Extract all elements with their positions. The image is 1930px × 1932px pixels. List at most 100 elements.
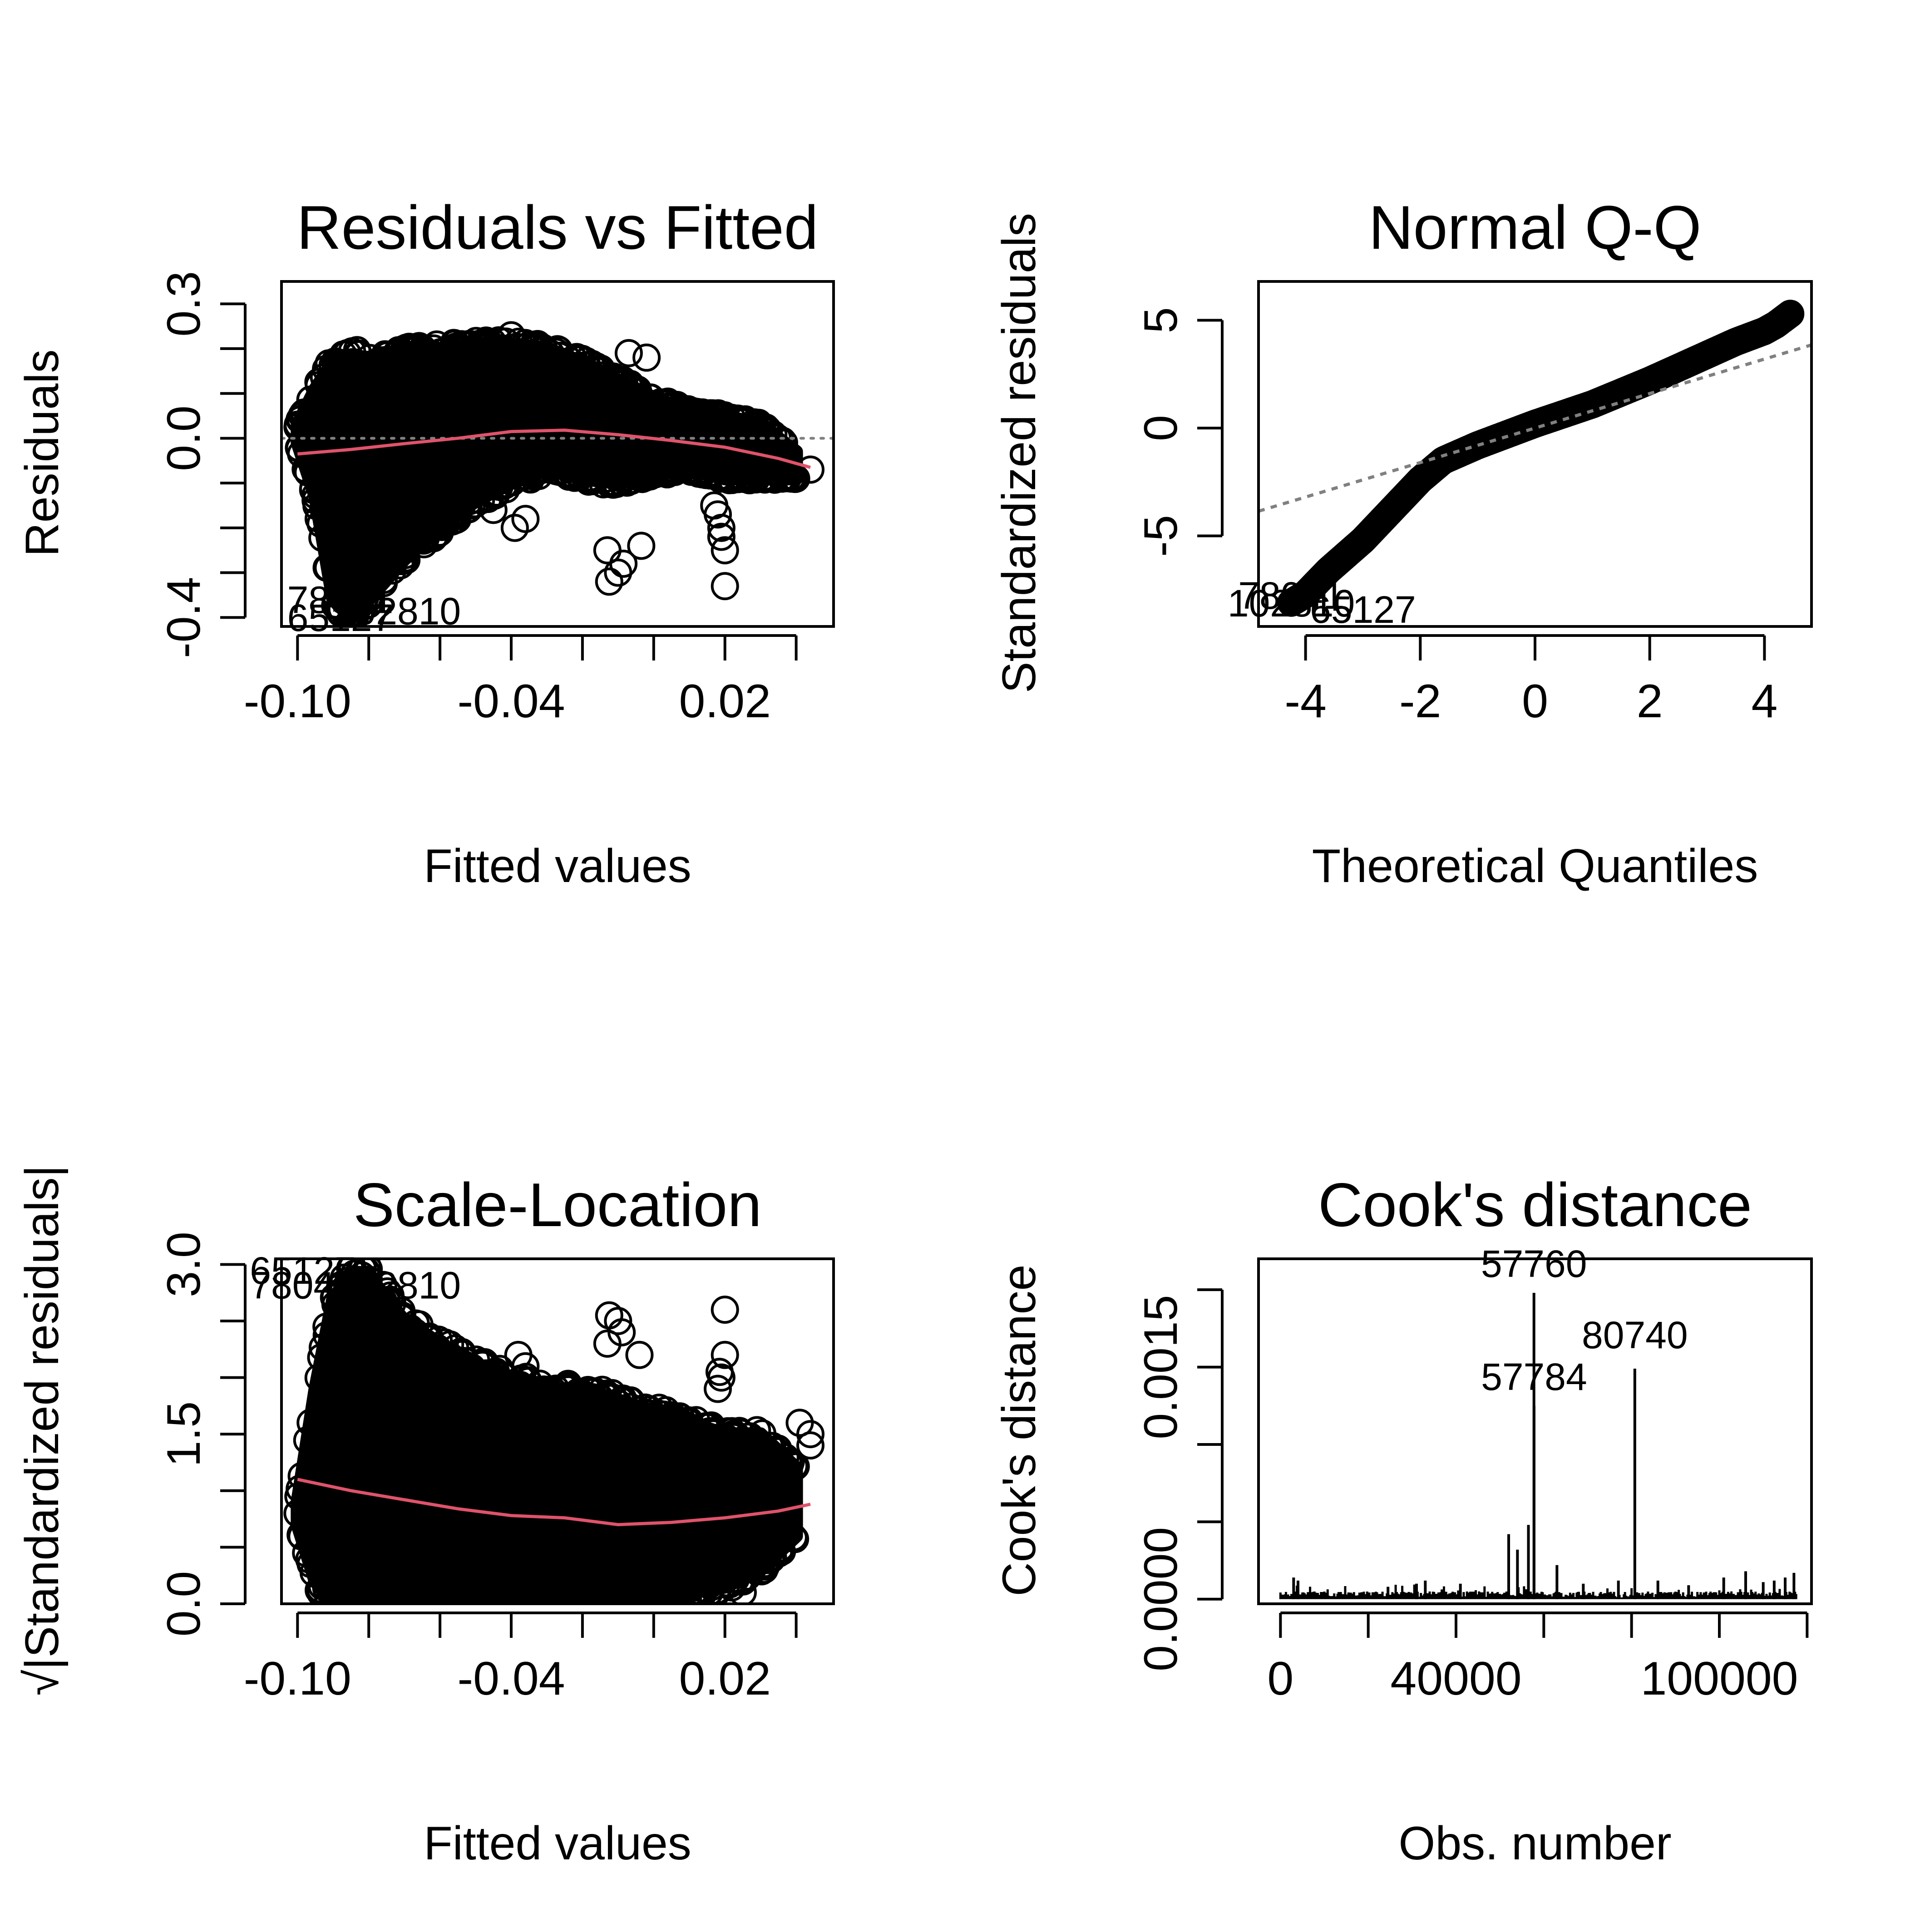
data-point [588, 1375, 617, 1404]
data-point [695, 1578, 724, 1604]
x-tick-label: -4 [1284, 675, 1326, 728]
data-point [781, 1525, 810, 1553]
data-point [314, 553, 342, 582]
outlier-point [627, 532, 656, 560]
x-tick-label: 0.02 [679, 675, 771, 728]
data-point [405, 1585, 434, 1604]
data-point [296, 1408, 325, 1437]
data-point [436, 504, 465, 533]
data-point [293, 1426, 321, 1454]
data-point [373, 1277, 402, 1306]
panel-4-ylabel: Cook's distance [993, 1265, 1046, 1597]
plot-frame [1257, 280, 1813, 628]
data-point [355, 344, 384, 372]
data-point [345, 1597, 368, 1604]
x-tick-label: 100000 [1640, 1652, 1798, 1705]
x-tick-label: 0 [1522, 675, 1548, 728]
data-point [456, 1584, 485, 1604]
data-point [715, 466, 744, 494]
y-tick-label: 0.0 [158, 1571, 210, 1637]
outlier-point [711, 572, 739, 601]
outlier-point [625, 1341, 654, 1369]
outlier-point [333, 339, 362, 367]
data-point [613, 468, 642, 497]
data-point [698, 399, 727, 428]
data-point [1776, 300, 1805, 328]
point-label: 78041 [1238, 574, 1344, 617]
panel-3-xlabel: Fitted values [424, 1817, 691, 1870]
outlier-point [785, 1409, 814, 1437]
bar-label: 57760 [1481, 1242, 1587, 1285]
data-point [434, 1594, 461, 1604]
y-tick-label: 0 [1135, 415, 1187, 441]
outlier-point [593, 1329, 622, 1358]
plot-frame [280, 1257, 835, 1605]
y-tick-label: 0.0015 [1135, 1295, 1187, 1439]
data-point [305, 371, 333, 399]
data-point [771, 1443, 800, 1472]
data-point [558, 460, 587, 488]
x-tick-label: -0.10 [244, 675, 351, 728]
outlier-point [283, 413, 312, 441]
data-point [391, 541, 420, 569]
panel-1-ylabel: Residuals [16, 350, 69, 557]
outlier-point [543, 348, 572, 376]
outlier-point [705, 1358, 734, 1386]
outlier-point [753, 415, 782, 444]
panel-scale-location: Scale-Location Fitted values √|Standardi… [16, 1165, 835, 1870]
outlier-point [522, 343, 550, 372]
data-point [334, 1267, 363, 1295]
plot-frame [280, 280, 835, 628]
y-tick-label: 1.5 [158, 1401, 210, 1467]
y-tick-label: 5 [1135, 307, 1187, 334]
smoother-line [297, 429, 811, 469]
bar-label: 80740 [1582, 1314, 1688, 1356]
data-point [355, 585, 383, 613]
outlier-point [782, 464, 810, 493]
outlier-point [707, 522, 735, 551]
data-point [555, 1374, 583, 1403]
x-tick-label: 4 [1751, 675, 1777, 728]
data-point [308, 1333, 337, 1362]
outlier-point [700, 491, 729, 520]
data-point [519, 1591, 547, 1604]
outlier-point [593, 536, 622, 565]
y-tick-label: -0.4 [158, 577, 210, 658]
panel-1-data [281, 321, 834, 626]
point-label: 102810 [1228, 582, 1355, 625]
data-point [630, 463, 658, 492]
data-point [537, 1594, 564, 1604]
outlier-point [796, 455, 825, 484]
x-tick-label: 40000 [1390, 1652, 1521, 1705]
data-point [619, 1590, 647, 1604]
panel-2-ylabel: Standardized residuals [993, 213, 1046, 693]
panel-1-xlabel: Fitted values [424, 840, 691, 892]
panel-2-title: Normal Q-Q [1369, 193, 1702, 262]
data-point [396, 1314, 425, 1343]
point-label: 65127 [287, 596, 394, 639]
data-point [774, 1447, 802, 1475]
data-point [440, 1596, 466, 1604]
smoother-line [297, 1478, 811, 1527]
data-point [692, 461, 721, 489]
data-point [492, 469, 520, 498]
bar-label: 57784 [1481, 1355, 1587, 1398]
data-point [462, 1594, 489, 1604]
y-tick-label: 0.0 [158, 405, 210, 471]
panel-2-xlabel: Theoretical Quantiles [1312, 840, 1758, 892]
outlier-point [704, 1375, 732, 1403]
outlier-point [711, 1296, 739, 1324]
data-point [637, 1585, 666, 1604]
data-point [587, 355, 615, 383]
y-tick-label: -5 [1135, 515, 1187, 557]
outlier-point [604, 1307, 632, 1336]
data-point [304, 504, 333, 533]
data-point [388, 547, 416, 576]
data-point [321, 1290, 350, 1319]
outlier-point [614, 339, 643, 367]
data-point [511, 329, 539, 357]
data-point [765, 1539, 793, 1567]
